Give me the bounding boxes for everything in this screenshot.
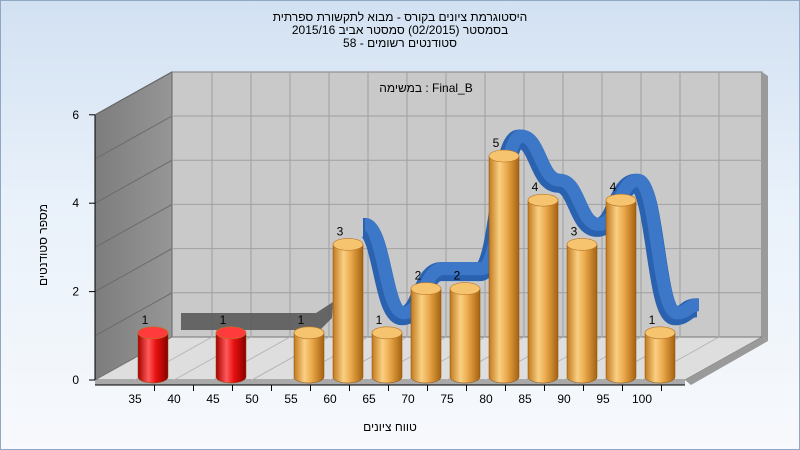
side-gridline <box>94 248 173 293</box>
bar-body <box>215 332 247 384</box>
x-tick-label: 70 <box>401 392 415 406</box>
bar-body <box>137 332 169 384</box>
bar-value-label: 3 <box>571 224 578 238</box>
bar-value-label: 3 <box>337 224 344 238</box>
bar-top <box>215 326 247 340</box>
y-tick-label: 0 <box>72 373 79 387</box>
bar-value-label: 1 <box>220 313 227 327</box>
bar <box>449 282 481 384</box>
bar-body <box>332 244 364 384</box>
floor-right-edge <box>685 337 768 385</box>
bar-value-label: 2 <box>415 269 422 283</box>
bar <box>605 193 637 384</box>
bar-value-label: 1 <box>298 313 305 327</box>
bar <box>293 326 325 384</box>
x-tick-label: 85 <box>518 392 532 406</box>
side-gridline <box>94 292 173 337</box>
bar <box>410 282 442 384</box>
x-tick-label: 65 <box>362 392 376 406</box>
bar-value-label: 4 <box>532 180 539 194</box>
x-axis-title: טווח ציונים <box>363 420 417 434</box>
bar-body <box>605 199 637 384</box>
x-tick-label: 40 <box>167 392 181 406</box>
bar-top <box>488 149 520 163</box>
bar-value-label: 4 <box>610 180 617 194</box>
bar-body <box>527 199 559 384</box>
back-ribbon <box>181 302 333 330</box>
bar-body <box>371 332 403 384</box>
side-gridline <box>94 203 173 248</box>
side-gridline <box>94 115 173 160</box>
bar <box>332 238 364 384</box>
bar-value-label: 1 <box>142 313 149 327</box>
bar-top <box>644 326 676 340</box>
x-tick-label: 80 <box>479 392 493 406</box>
bar-top <box>605 193 637 207</box>
bar <box>137 326 169 384</box>
bar-top <box>449 282 481 295</box>
bar-top <box>137 326 169 340</box>
bar-body <box>488 155 520 384</box>
bar <box>566 238 598 384</box>
chart-title-line-3: סטודנטים רשומים - 58 <box>343 36 457 50</box>
y-tick-label: 4 <box>72 196 79 210</box>
bar-top <box>293 326 325 340</box>
chart-annotation: במשימה : Final_B <box>379 81 473 95</box>
side-gridline <box>94 159 173 204</box>
chart-title-line-2: בסמסטר (02/2015) סמסטר אביב 2015/16 <box>291 23 509 37</box>
data-labels: 1 1 1 3 1 2 2 5 4 3 4 1 <box>142 136 656 327</box>
bars <box>137 149 676 384</box>
bar-value-label: 2 <box>454 269 461 283</box>
x-tick-label: 55 <box>284 392 298 406</box>
bar-body <box>449 288 481 384</box>
bar-top <box>332 238 364 251</box>
bar-value-label: 5 <box>493 136 500 150</box>
bar-value-label: 1 <box>376 313 383 327</box>
bar-body <box>410 288 442 384</box>
x-tick-label: 100 <box>632 392 652 406</box>
bar-top <box>527 193 559 207</box>
x-tick-label: 35 <box>128 392 142 406</box>
side-gridline <box>94 71 173 116</box>
bar-top <box>566 238 598 251</box>
right-edge <box>762 72 768 341</box>
chart-title-line-1: היסטוגרמת ציונים בקורס - מבוא לתקשורת ספ… <box>272 10 528 24</box>
bar-top <box>410 282 442 295</box>
bar <box>371 326 403 384</box>
bar-top <box>371 326 403 340</box>
bar-value-label: 1 <box>649 313 656 327</box>
bar <box>644 326 676 384</box>
bar-body <box>644 332 676 384</box>
x-tick-label: 90 <box>557 392 571 406</box>
ribbon-layer <box>181 302 333 330</box>
bar-body <box>293 332 325 384</box>
bar-body <box>566 244 598 384</box>
x-tick-label: 75 <box>440 392 454 406</box>
bar <box>215 326 247 384</box>
y-tick-label: 2 <box>72 285 79 299</box>
x-tick-label: 95 <box>596 392 610 406</box>
x-tick-label: 60 <box>323 392 337 406</box>
y-tick-label: 6 <box>72 108 79 122</box>
x-tick-label: 45 <box>206 392 220 406</box>
x-tick-label: 50 <box>245 392 259 406</box>
bar <box>527 193 559 384</box>
y-axis-title: מספר סטודנטים <box>36 204 50 286</box>
bar <box>488 149 520 384</box>
